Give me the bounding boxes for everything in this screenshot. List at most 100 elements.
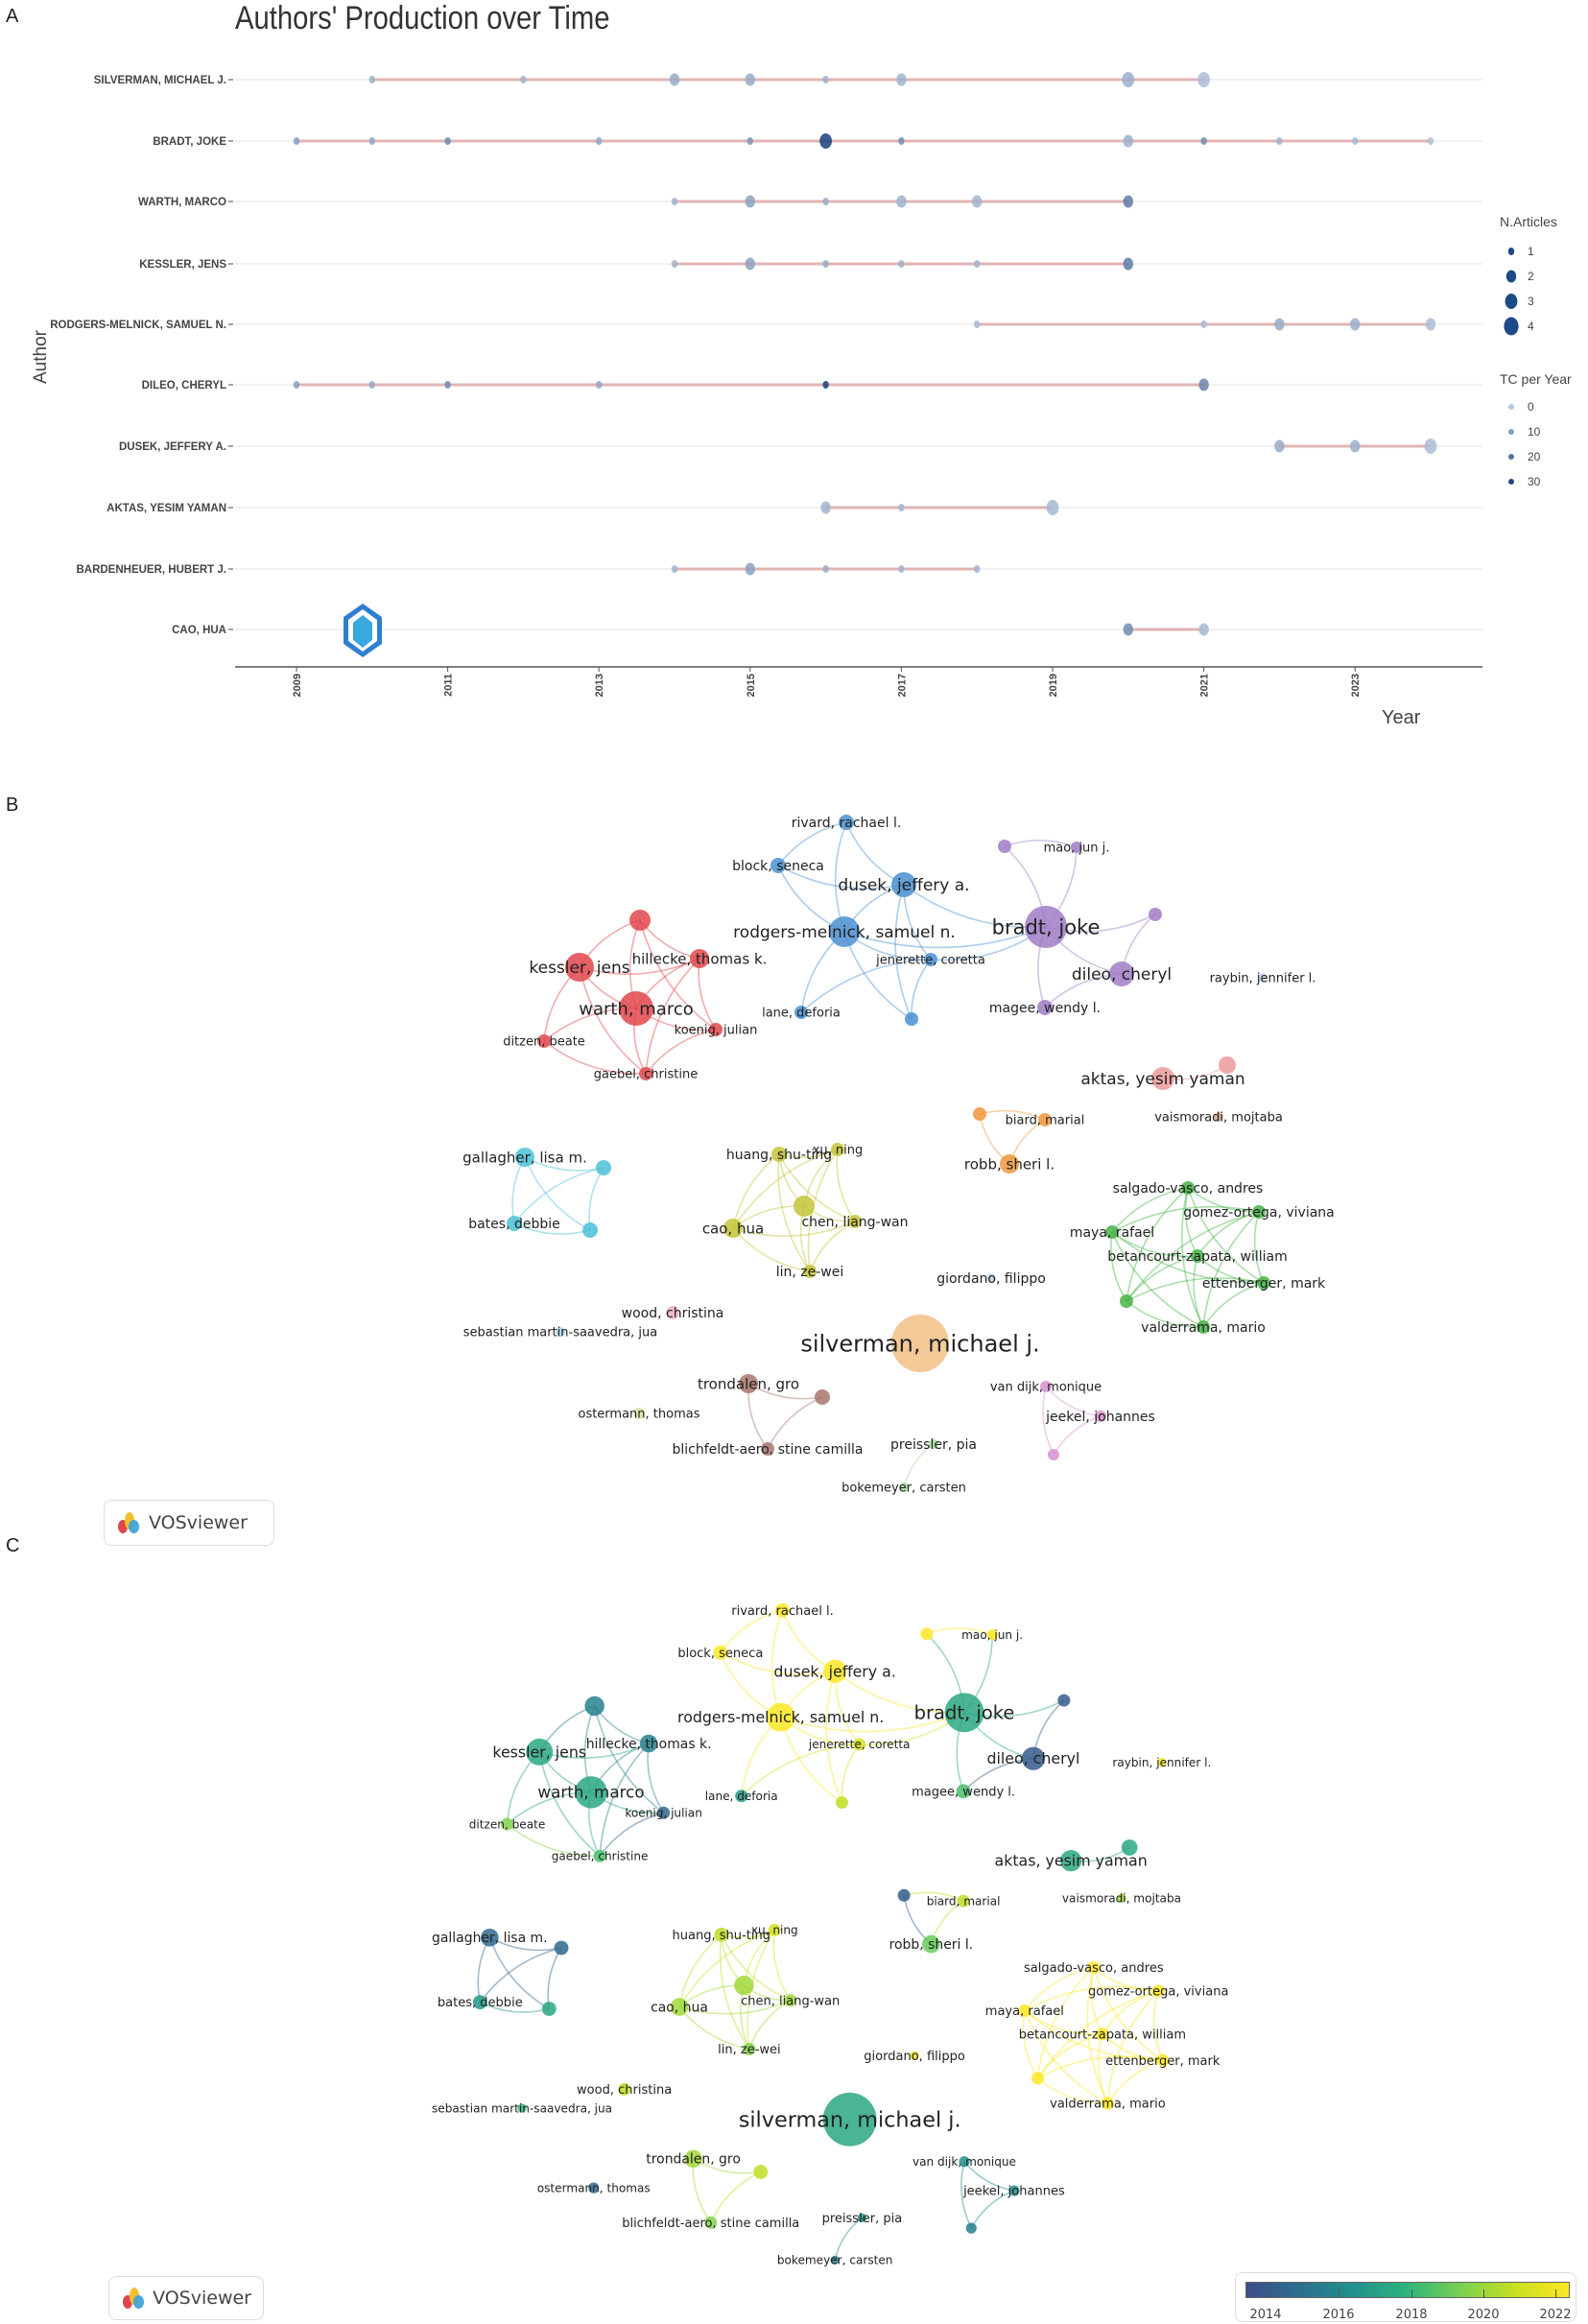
coauthor-link <box>836 1149 856 1222</box>
author-node-label: dileo, cheryl <box>987 1749 1080 1767</box>
author-node <box>1257 1276 1270 1290</box>
author-node <box>1025 906 1067 948</box>
author-node <box>537 1034 551 1048</box>
data-point <box>1198 378 1209 391</box>
author-node <box>771 1147 787 1162</box>
coauthor-link <box>538 1751 601 1857</box>
data-point <box>898 137 905 145</box>
author-node-label: warth, marco <box>579 999 694 1019</box>
author-node-label: lin, ze-wei <box>718 2043 781 2057</box>
data-point <box>1425 318 1436 331</box>
coauthor-link <box>479 1947 562 2004</box>
data-point <box>293 137 300 145</box>
panel-b-label: B <box>6 794 19 816</box>
author-node <box>857 2213 867 2223</box>
author-node <box>684 2149 702 2169</box>
data-point <box>671 260 678 268</box>
author-node-label: vaismoradi, mojtaba <box>1154 1111 1283 1126</box>
author-node <box>1021 1746 1046 1770</box>
author-node <box>1157 1757 1167 1767</box>
author-label: WARTH, MARCO <box>138 197 226 208</box>
coauthor-link <box>894 884 913 1020</box>
author-node <box>1121 1839 1138 1856</box>
x-tick-label: 2021 <box>1199 674 1211 697</box>
author-node <box>753 2165 769 2179</box>
author-node <box>596 1160 611 1175</box>
author-label: SILVERMAN, MICHAEL J. <box>94 75 226 86</box>
data-point <box>1123 195 1134 208</box>
legend-size-marker <box>1504 317 1519 336</box>
author-label: AKTAS, YESIM YAMAN <box>107 503 226 514</box>
author-node-label: silverman, michael j. <box>739 2108 961 2133</box>
author-node <box>633 1408 645 1419</box>
author-node-label: hillecke, thomas k. <box>586 1737 712 1752</box>
author-node <box>956 1784 971 1799</box>
author-node-label: huang, shu-ting <box>726 1148 832 1163</box>
author-node <box>734 1975 754 1996</box>
author-node <box>709 1023 723 1036</box>
data-point <box>671 198 678 205</box>
coauthor-link <box>1093 1967 1164 2061</box>
data-point <box>974 320 981 328</box>
author-node <box>835 1796 848 1810</box>
coauthor-link <box>720 1651 836 1675</box>
coauthor-link <box>747 1383 769 1450</box>
author-node <box>1101 2097 1114 2110</box>
author-node-label: giordano, filippo <box>864 2050 965 2064</box>
vosviewer-mark-icon <box>116 1510 141 1535</box>
author-node-label: gomez-ortega, viviana <box>1183 1205 1335 1221</box>
legend-size-label: 3 <box>1528 295 1534 308</box>
vosviewer-logo-c: VOSviewer <box>108 2276 264 2320</box>
coauthor-link <box>1111 1205 1260 1233</box>
author-node-label: jeekel, johannes <box>1045 1410 1155 1425</box>
author-node-label: betancourt-zapata, william <box>1107 1249 1287 1265</box>
x-tick-label: 2017 <box>896 674 908 697</box>
data-point <box>1123 257 1134 271</box>
legend-color-title: TC per Year <box>1500 371 1572 387</box>
data-point <box>896 73 907 86</box>
author-node-label: jenerette, coretta <box>808 1738 911 1751</box>
author-node <box>526 1738 554 1766</box>
coauthor-link <box>732 1221 856 1237</box>
author-node-label: xu, ning <box>813 1144 864 1158</box>
author-node <box>1117 1893 1126 1903</box>
panel-a-label: A <box>6 6 19 27</box>
coauthor-link <box>1197 1255 1265 1284</box>
author-node <box>905 1012 918 1026</box>
colorbar-tick: 2018 <box>1395 2308 1428 2322</box>
x-tick-label: 2011 <box>443 674 455 697</box>
data-point <box>747 137 753 145</box>
author-node <box>822 2092 877 2146</box>
data-point <box>898 565 905 573</box>
coauthor-link <box>524 1156 591 1231</box>
author-node-label: gaebel, christine <box>594 1068 698 1082</box>
author-node <box>1252 1205 1266 1219</box>
author-node-label: raybin, jennifer l. <box>1210 972 1316 986</box>
coauthor-link <box>1193 1255 1204 1328</box>
data-point <box>671 565 678 573</box>
author-node <box>704 2216 718 2229</box>
year-colorbar: 2014 2016 2018 2020 2022 <box>1235 2272 1576 2322</box>
coauthor-link <box>513 1222 591 1235</box>
author-node <box>973 1107 986 1121</box>
coauthor-link <box>588 1167 604 1231</box>
coauthor-link <box>1024 2009 1163 2062</box>
legend-color-label: 10 <box>1528 425 1541 439</box>
data-point <box>745 562 755 576</box>
author-node-label: warth, marco <box>537 1783 644 1802</box>
author-node <box>670 1998 689 2016</box>
coauthor-link <box>1024 1966 1094 2011</box>
data-point <box>972 195 983 208</box>
author-node-label: preissler, pia <box>822 2212 903 2226</box>
author-node-label: block, seneca <box>732 859 824 874</box>
author-node-label: salgado-vasco, andres <box>1113 1181 1264 1197</box>
author-node-label: gomez-ortega, viviana <box>1088 1985 1228 2000</box>
data-point <box>898 504 905 511</box>
legend-size-marker <box>1505 294 1518 309</box>
legend-size-label: 2 <box>1528 270 1534 283</box>
author-node-label: rodgers-melnick, samuel n. <box>677 1708 884 1726</box>
coauthor-link <box>507 1823 601 1858</box>
data-point <box>1198 623 1209 636</box>
coauthor-link <box>1111 1187 1189 1233</box>
